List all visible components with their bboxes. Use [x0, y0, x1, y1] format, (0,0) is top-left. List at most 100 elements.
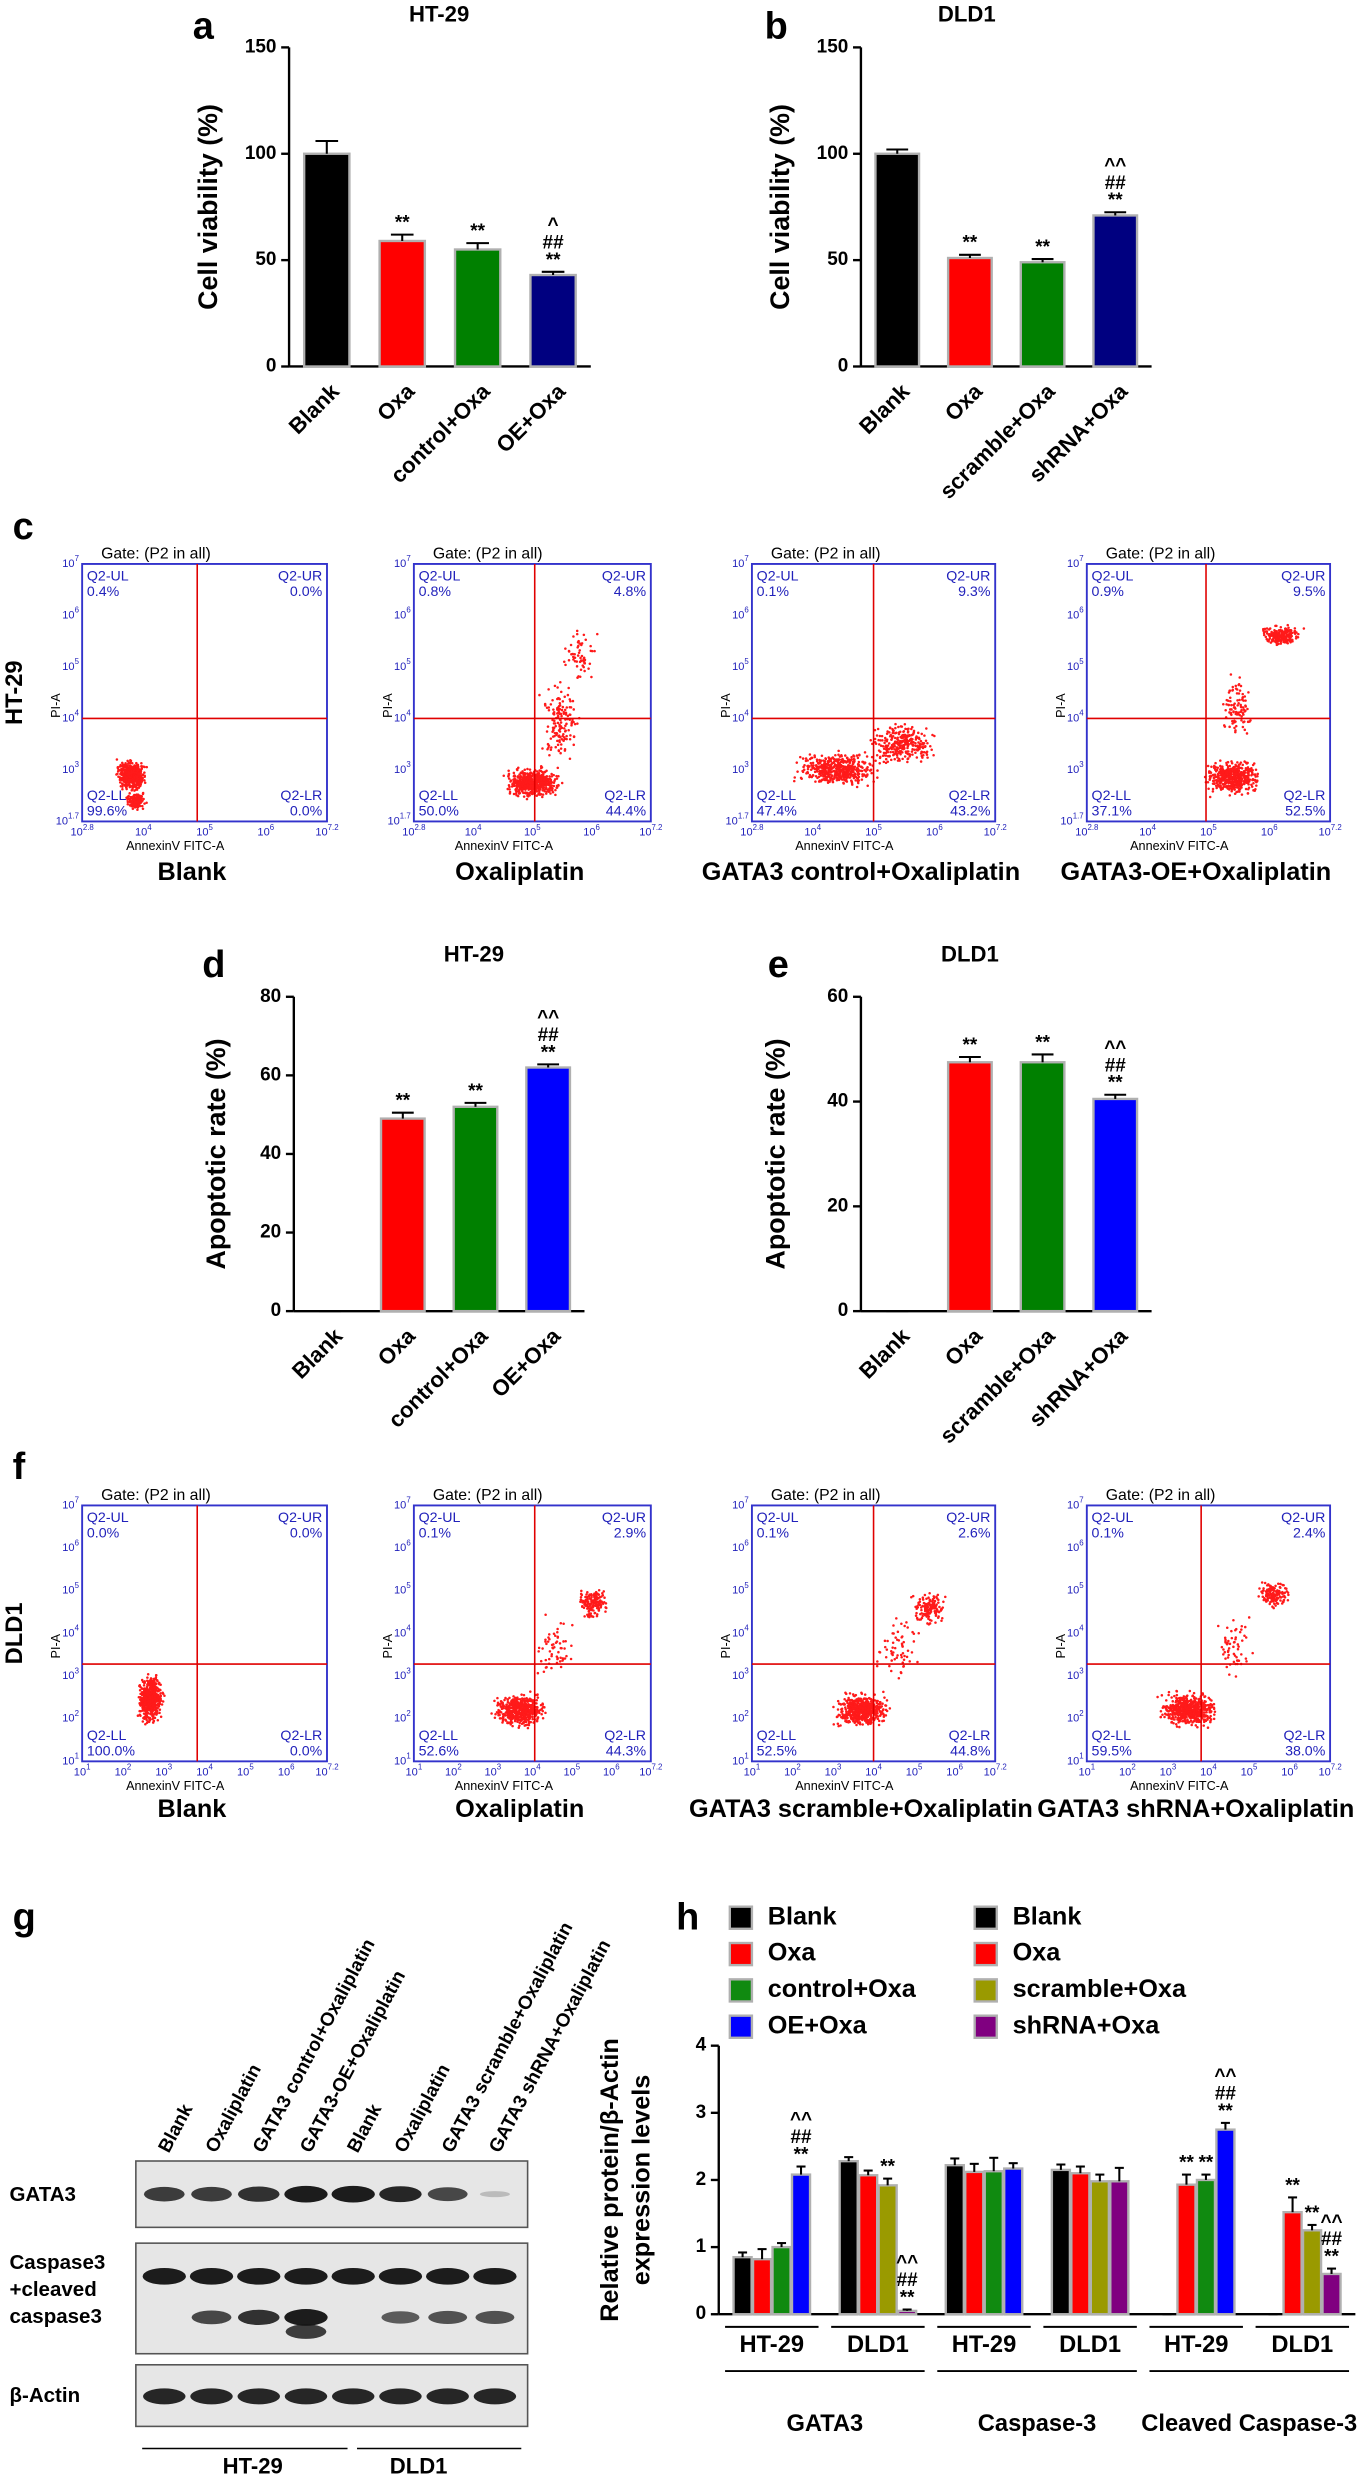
- x-tick-label: HT-29: [952, 2332, 1017, 2358]
- event-dot: [1285, 630, 1288, 633]
- event-dot: [544, 792, 548, 795]
- event-dot: [523, 1724, 527, 1727]
- event-dot: [596, 1596, 599, 1600]
- event-dot: [552, 726, 556, 730]
- event-dot: [545, 790, 548, 794]
- gate-text: Gate: (P2 in all): [101, 1487, 211, 1504]
- event-dot: [1275, 638, 1279, 642]
- event-dot: [836, 758, 840, 761]
- event-dot: [563, 695, 566, 699]
- event-dot: [1232, 773, 1236, 776]
- event-dot: [878, 734, 882, 738]
- tick-base: 10: [115, 1766, 127, 1778]
- event-dot: [1230, 713, 1233, 717]
- event-dot: [1240, 793, 1244, 796]
- event-dot: [1238, 676, 1241, 679]
- event-dot: [136, 769, 139, 772]
- quadrant-value: 0.8%: [419, 584, 452, 600]
- event-dot: [548, 775, 551, 778]
- event-dot: [504, 1718, 507, 1722]
- tick-base: 10: [196, 826, 208, 838]
- event-dot: [549, 748, 553, 751]
- event-dot: [555, 774, 558, 778]
- event-dots: [490, 1589, 608, 1730]
- quadrant-name: Q2-LR: [604, 788, 646, 804]
- error-bar: [1114, 2166, 1124, 2182]
- event-dot: [820, 765, 824, 769]
- event-dot: [149, 1683, 153, 1686]
- y-tick-label: 150: [245, 36, 277, 57]
- event-dot: [1237, 702, 1240, 705]
- event-dot: [1237, 683, 1241, 686]
- error-bar: [391, 1111, 414, 1119]
- event-dot: [511, 1724, 514, 1728]
- x-tick-label: 104: [465, 823, 482, 839]
- event-dot: [1223, 725, 1227, 728]
- significance-mark: **: [880, 2157, 895, 2178]
- event-dot: [1247, 770, 1251, 773]
- event-dot: [552, 773, 555, 777]
- event-dot: [587, 667, 590, 670]
- event-dot: [549, 781, 553, 785]
- event-dot: [926, 756, 929, 759]
- tick-base: 10: [196, 1766, 208, 1778]
- event-dot: [929, 744, 932, 748]
- event-dot: [1256, 772, 1260, 776]
- quadrant-name: Q2-LL: [87, 1728, 127, 1744]
- event-dot: [547, 688, 550, 691]
- event-dot: [1254, 768, 1258, 772]
- y-tick-label: 103: [1067, 760, 1084, 776]
- x-tick-label: 105: [196, 823, 213, 839]
- quadrant-name: Q2-UR: [946, 568, 990, 584]
- event-dot: [557, 774, 560, 778]
- event-dot: [550, 772, 553, 776]
- event-dot: [1225, 761, 1228, 765]
- event-dot: [848, 764, 852, 768]
- event-dot: [1241, 696, 1244, 700]
- tick-base: 10: [62, 1755, 74, 1767]
- event-dot: [585, 1603, 589, 1607]
- significance-mark: ^^: [1104, 1038, 1126, 1059]
- event-dot: [897, 725, 900, 729]
- event-dot: [919, 739, 923, 743]
- significance-mark: ^^: [1214, 2066, 1236, 2087]
- event-dot: [558, 730, 562, 733]
- quadrant-name: Q2-UL: [757, 568, 799, 584]
- event-dot: [1234, 730, 1237, 734]
- event-dot: [887, 742, 891, 745]
- event-dot: [819, 780, 823, 783]
- event-dot: [575, 632, 579, 636]
- event-dot: [829, 757, 833, 761]
- event-dot: [1254, 775, 1257, 778]
- event-dot: [799, 776, 803, 780]
- event-dot: [507, 772, 511, 776]
- flow-plot: Gate: (P2 in all)Q2-UL0.8%Q2-UR4.8%Q2-LL…: [381, 546, 663, 887]
- bar: [944, 2164, 965, 2316]
- y-tick-label: 50: [255, 249, 276, 270]
- event-dot: [1275, 633, 1278, 637]
- event-dot: [1239, 705, 1243, 709]
- significance-mark: ##: [897, 2270, 919, 2291]
- event-dot: [896, 736, 899, 739]
- x-tick-label: 106: [926, 823, 943, 839]
- y-tick-label: 2: [696, 2169, 707, 2190]
- event-dot: [900, 744, 903, 747]
- event-dot: [512, 1695, 515, 1698]
- event-dot: [573, 722, 577, 726]
- significance-mark: **: [1305, 2203, 1320, 2224]
- event-dot: [130, 772, 133, 775]
- x-tick-label: 107.2: [639, 823, 662, 839]
- event-dot: [501, 1721, 504, 1724]
- y-tick-label: 106: [1067, 606, 1084, 622]
- tick-base: 10: [926, 826, 938, 838]
- event-dot: [121, 782, 124, 786]
- event-dot: [538, 788, 542, 791]
- tick-base: 10: [394, 661, 406, 673]
- event-dot: [547, 708, 551, 712]
- tick-base: 10: [62, 661, 74, 673]
- event-dot: [510, 1699, 514, 1702]
- event-dot: [869, 738, 872, 742]
- event-dot: [126, 802, 130, 806]
- tick-exponent: 2.8: [1087, 823, 1099, 832]
- event-dot: [1228, 764, 1232, 768]
